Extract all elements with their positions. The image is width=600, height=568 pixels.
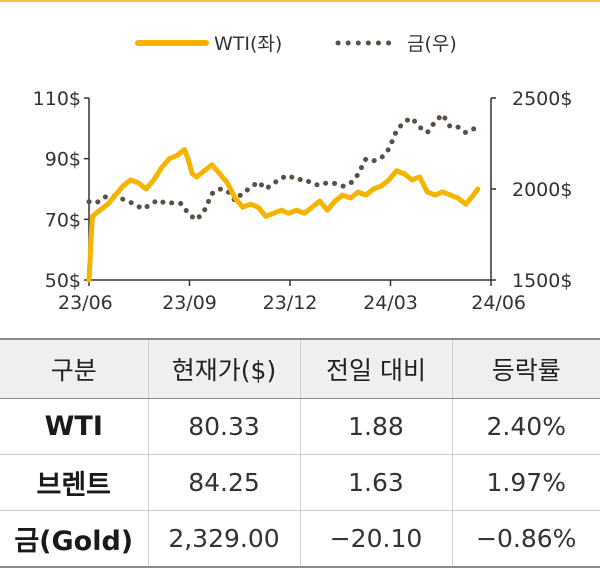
- table-row: WTI 80.33 1.88 2.40%: [0, 399, 600, 455]
- cell-rate: −0.86%: [452, 511, 600, 568]
- legend-label-wti: WTI(좌): [214, 33, 282, 55]
- series-layer: [89, 114, 478, 280]
- cell-price: 84.25: [148, 455, 300, 511]
- cell-rate: 1.97%: [452, 455, 600, 511]
- cell-price: 80.33: [148, 399, 300, 455]
- x-tick-label: 24/03: [363, 292, 418, 314]
- left-tick-label: 90$: [45, 149, 81, 171]
- right-tick-label: 2000$: [512, 179, 572, 201]
- row-name-brent: 브렌트: [0, 455, 148, 511]
- table-header-row: 구분 현재가($) 전일 대비 등락률: [0, 339, 600, 399]
- x-tick-label: 23/06: [58, 292, 113, 314]
- row-name-wti: WTI: [0, 399, 148, 455]
- cell-change: 1.63: [300, 455, 452, 511]
- left-tick-label: 50$: [45, 270, 81, 292]
- cell-rate: 2.40%: [452, 399, 600, 455]
- chart-legend: WTI(좌) 금(우): [138, 33, 457, 55]
- table-row: 브렌트 84.25 1.63 1.97%: [0, 455, 600, 511]
- header-daily-change: 전일 대비: [300, 339, 452, 399]
- header-change-rate: 등락률: [452, 339, 600, 399]
- row-name-gold: 금(Gold): [0, 511, 148, 568]
- x-axis-ticks: 23/06 23/09 23/12 24/03 24/06: [58, 280, 526, 314]
- left-tick-label: 110$: [33, 88, 81, 110]
- legend-label-gold: 금(우): [407, 33, 457, 55]
- right-y-axis-ticks: 2500$ 2000$ 1500$: [491, 88, 572, 292]
- right-tick-label: 2500$: [512, 88, 572, 110]
- oil-gold-line-chart: WTI(좌) 금(우) 110$ 90$ 70$ 50$ 2500$ 2000$ 1500…: [0, 0, 600, 330]
- header-current-price: 현재가($): [148, 339, 300, 399]
- price-summary-table: 구분 현재가($) 전일 대비 등락률 WTI 80.33 1.88 2.40%…: [0, 338, 600, 568]
- x-tick-label: 24/06: [471, 292, 526, 314]
- cell-change: 1.88: [300, 399, 452, 455]
- x-tick-label: 23/09: [162, 292, 217, 314]
- header-category: 구분: [0, 339, 148, 399]
- cell-price: 2,329.00: [148, 511, 300, 568]
- wti-series-line: [89, 150, 478, 280]
- x-tick-label: 23/12: [263, 292, 318, 314]
- right-tick-label: 1500$: [512, 270, 572, 292]
- left-tick-label: 70$: [45, 209, 81, 231]
- table-row: 금(Gold) 2,329.00 −20.10 −0.86%: [0, 511, 600, 568]
- left-y-axis-ticks: 110$ 90$ 70$ 50$: [33, 88, 89, 292]
- cell-change: −20.10: [300, 511, 452, 568]
- gold-series-line: [89, 114, 478, 219]
